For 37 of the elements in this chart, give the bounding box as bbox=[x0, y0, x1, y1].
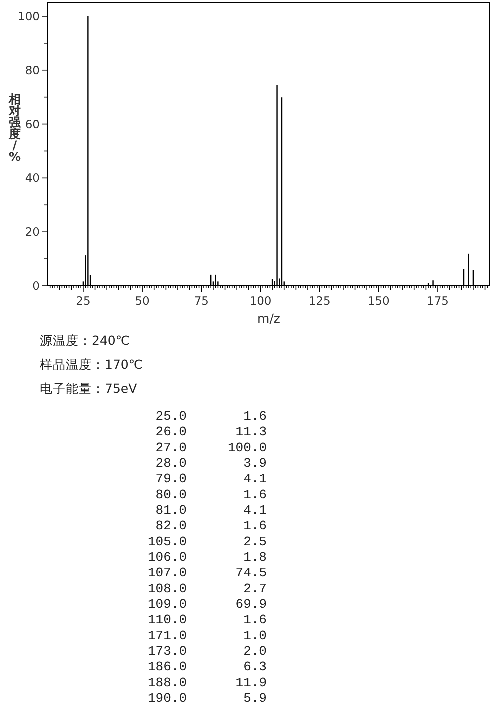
x-tick-label: 175 bbox=[427, 294, 449, 308]
y-tick-label: 80 bbox=[25, 63, 40, 78]
text: 27.0 100.0 bbox=[156, 440, 267, 456]
text: 188.0 11.9 bbox=[148, 675, 267, 690]
text: 171.0 1.0 bbox=[148, 628, 267, 644]
text: 186.0 6.3 bbox=[148, 660, 267, 675]
x-tick-label: 150 bbox=[368, 294, 390, 308]
text: 电子能量：75eV bbox=[40, 381, 138, 396]
text: 106.0 1.8 bbox=[148, 550, 267, 566]
y-tick-label: 40 bbox=[25, 171, 40, 186]
text: 110.0 1.6 bbox=[148, 612, 267, 628]
text: 81.0 4.1 bbox=[156, 503, 267, 518]
text: 108.0 2.7 bbox=[148, 581, 267, 596]
x-tick-label: 125 bbox=[308, 294, 331, 308]
text: 源温度：240℃ bbox=[40, 333, 130, 348]
text: 26.0 11.3 bbox=[156, 424, 267, 440]
text: 82.0 1.6 bbox=[156, 518, 267, 534]
text: 样品温度：170℃ bbox=[40, 357, 143, 372]
y-tick-label: 60 bbox=[25, 117, 40, 132]
text: 25.0 1.6 bbox=[156, 409, 267, 424]
y-tick-label: 0 bbox=[32, 279, 40, 293]
text: 190.0 5.9 bbox=[148, 691, 267, 706]
x-axis-title: m/z bbox=[258, 311, 281, 326]
text: 79.0 4.1 bbox=[156, 472, 267, 487]
x-tick-label: 50 bbox=[135, 294, 150, 308]
text: 173.0 2.0 bbox=[148, 644, 267, 660]
x-tick-label: 75 bbox=[194, 294, 209, 308]
y-tick-label: 20 bbox=[25, 225, 40, 240]
x-tick-label: 25 bbox=[76, 294, 91, 308]
y-tick-label: 100 bbox=[18, 9, 40, 24]
text: 107.0 74.5 bbox=[148, 566, 267, 581]
text: 105.0 2.5 bbox=[148, 534, 267, 550]
y-axis-title: 相对强度/% bbox=[8, 92, 22, 164]
text: 28.0 3.9 bbox=[156, 456, 267, 472]
text: 80.0 1.6 bbox=[156, 487, 267, 502]
text: 109.0 69.9 bbox=[148, 597, 267, 612]
x-tick-label: 100 bbox=[250, 294, 272, 308]
